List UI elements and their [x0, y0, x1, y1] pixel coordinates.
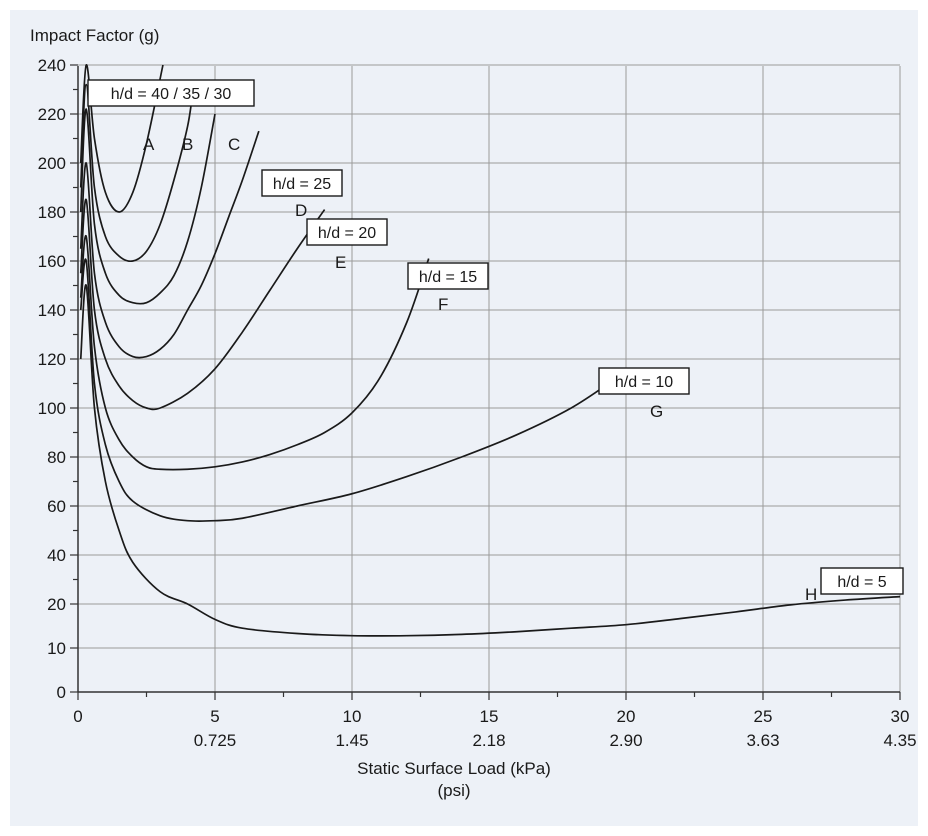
y-tick-label: 240: [38, 56, 66, 75]
x-secondary-tick-label: 0.725: [194, 731, 237, 750]
y-tick-label: 220: [38, 105, 66, 124]
curve-letter-a: A: [143, 135, 155, 154]
y-tick-label: 10: [47, 639, 66, 658]
curve-f: [79, 235, 430, 471]
y-axis-title: Impact Factor (g): [30, 26, 159, 45]
x-tick-label: 5: [210, 707, 219, 726]
hd-label-text: h/d = 20: [318, 225, 376, 242]
curves: [79, 64, 901, 637]
x-secondary-tick-label: 1.45: [335, 731, 368, 750]
y-tick-label: 80: [47, 448, 66, 467]
hd-label-box: [598, 367, 690, 395]
curve-c: [79, 108, 216, 305]
curve-letter-h: H: [805, 585, 817, 604]
curve-letter-g: G: [650, 402, 663, 421]
y-tick-label: 40: [47, 546, 66, 565]
hd-label-box: [407, 262, 489, 290]
x-axis-secondary-title: (psi): [437, 781, 470, 800]
grid: [78, 64, 901, 692]
curve-letter-d: D: [295, 201, 307, 220]
y-tick-label: 140: [38, 301, 66, 320]
curve-letter-f: F: [438, 295, 448, 314]
y-tick-label: 20: [47, 595, 66, 614]
hd-group-label-box: [87, 79, 255, 107]
hd-label-box: [306, 218, 388, 246]
x-tick-label: 0: [73, 707, 82, 726]
y-tick-label: 200: [38, 154, 66, 173]
hd-label-text: h/d = 10: [615, 374, 673, 391]
curve-e: [79, 198, 326, 411]
hd-label-box: [820, 567, 904, 595]
hd-label-text: h/d = 5: [837, 574, 886, 591]
curve-b: [79, 83, 194, 263]
x-secondary-tick-label: 2.90: [609, 731, 642, 750]
hd-label-box: [261, 169, 343, 197]
chart-panel: Impact Factor (g) 0 10 20 40 60 80 100 120 140 16…: [10, 10, 918, 826]
x-tick-label: 20: [617, 707, 636, 726]
x-secondary-tick-label: 3.63: [746, 731, 779, 750]
curve-letter-b: B: [182, 135, 193, 154]
curve-h: [79, 284, 901, 637]
x-tick-label: 15: [480, 707, 499, 726]
axes: 0 10 20 40 60 80 100 120 140 160 180 200 220 240 0 5 10 1…: [38, 56, 917, 750]
hd-group-label-text: h/d = 40 / 35 / 30: [111, 86, 232, 103]
x-tick-label: 10: [343, 707, 362, 726]
x-secondary-tick-label: 2.18: [472, 731, 505, 750]
x-axis-title: Static Surface Load (kPa): [357, 759, 551, 778]
y-tick-label: 160: [38, 252, 66, 271]
y-tick-label: 180: [38, 203, 66, 222]
y-tick-label: 100: [38, 399, 66, 418]
x-secondary-tick-label: 4.35: [883, 731, 916, 750]
y-tick-label: 60: [47, 497, 66, 516]
curve-letter-c: C: [228, 135, 240, 154]
curve-g: [79, 258, 613, 523]
x-tick-label: 30: [891, 707, 910, 726]
y-tick-label: 120: [38, 350, 66, 369]
curve-letter-e: E: [335, 253, 346, 272]
impact-factor-chart: Impact Factor (g) 0102040608010012014016…: [30, 26, 917, 800]
hd-label-text: h/d = 15: [419, 269, 477, 286]
curve-a: [79, 64, 164, 213]
curve-labels: A B C Dh/d = 25 Eh/d = 20 Fh/d = 15 Gh/d = 10 H…: [87, 79, 904, 604]
x-tick-label: 25: [754, 707, 773, 726]
y-tick-label: 0: [57, 683, 66, 702]
curve-d: [79, 130, 260, 359]
hd-label-text: h/d = 25: [273, 176, 331, 193]
